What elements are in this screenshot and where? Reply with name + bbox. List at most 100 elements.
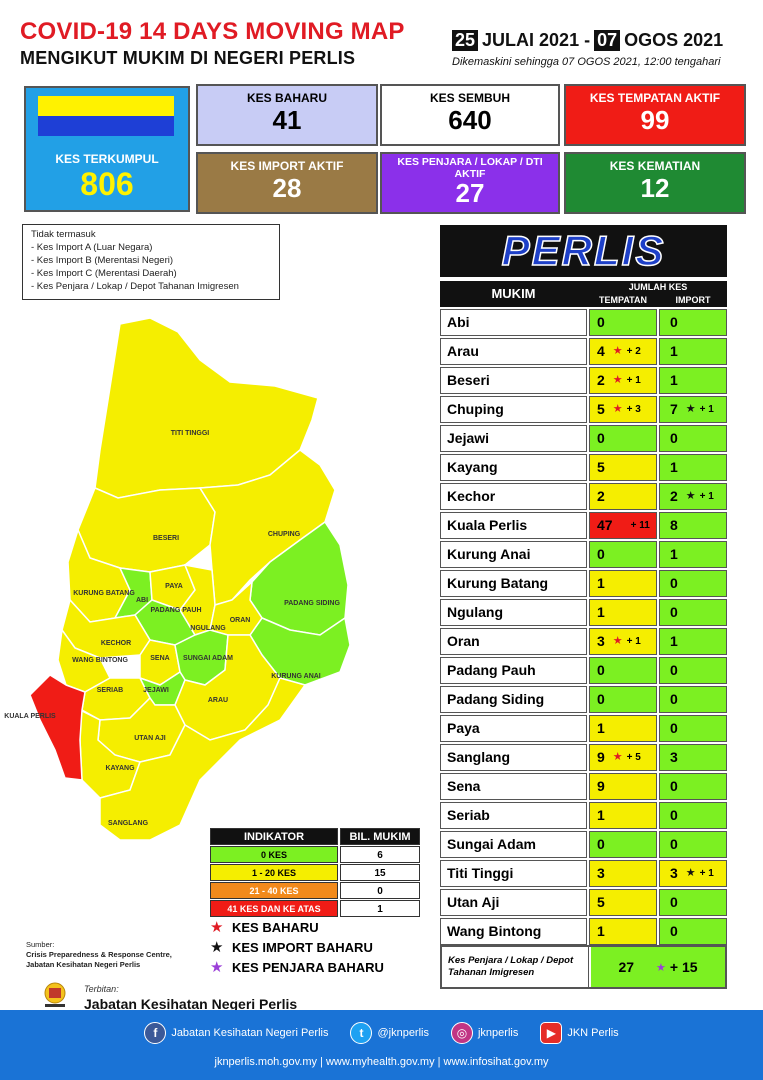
tempatan-add: + 3 [626,404,641,415]
indicator-label: 1 - 20 KES [210,864,338,881]
moh-crest-icon [44,982,66,1007]
import-value: 0 [670,894,678,910]
instagram-icon: ◎ [450,1022,473,1044]
tempatan-cell: 3 [589,860,657,887]
import-cell: 1 [659,454,727,481]
date-range: 25 JULAI 2021 - 07 OGOS 2021 [452,30,723,51]
mukim-name: Titi Tinggi [440,860,587,887]
website-links[interactable]: jknperlis.moh.gov.my | www.myhealth.gov.… [214,1056,549,1068]
tempatan-value: 0 [597,430,605,446]
tempatan-cell: 5 ★ + 3 [589,396,657,423]
tempatan-cell: 0 [589,657,657,684]
table-row: Oran 3 ★ + 1 1 [440,628,727,655]
import-cell: 0 [659,570,727,597]
import-cell: 0 [659,657,727,684]
red-star-icon: ★ [612,635,623,647]
import-cell: 0 [659,686,727,713]
card-kematian-value: 12 [640,173,670,203]
mukim-name: Utan Aji [440,889,587,916]
map-label-paya: PAYA [165,583,183,590]
import-cell: 2 ★ + 1 [659,483,727,510]
source-note: Sumber: Crisis Preparedness & Response C… [26,940,172,970]
map-label-abi: ABI [136,597,148,604]
import-cell: 1 [659,338,727,365]
tempatan-cell: 2 [589,483,657,510]
indicator-header: INDIKATOR BIL. MUKIM [210,828,420,845]
import-add: + 1 [699,491,714,502]
mukim-name: Kuala Perlis [440,512,587,539]
flag-yellow-stripe [38,96,174,116]
map-region-beseri [77,487,216,573]
tempatan-add: + 2 [626,346,641,357]
note-item: - Kes Import B (Merentasi Negeri) [31,255,174,266]
twitter-link[interactable]: t @jknperlis [350,1022,429,1044]
legend-item: ★ KES BAHARU [210,919,319,936]
card-baharu-value: 41 [272,105,302,135]
instagram-link[interactable]: ◎ jknperlis [450,1022,518,1044]
tempatan-cell: 1 [589,918,657,945]
tempatan-cell: 1 [589,570,657,597]
import-cell: 0 [659,889,727,916]
mukim-name: Ngulang [440,599,587,626]
tempatan-cell: 9 [589,773,657,800]
tempatan-value: 4 [597,343,605,359]
note-title: Tidak termasuk [31,229,96,240]
map-label-oran: ORAN [230,617,251,624]
table-row: Kurung Batang 1 0 [440,570,727,597]
tempatan-cell: 0 [589,309,657,336]
table-header: MUKIM JUMLAH KES TEMPATAN IMPORT [440,281,727,307]
indicator-row: 0 KES 6 [210,846,420,863]
map-title: COVID-19 14 DAYS MOVING MAP [20,18,405,45]
map-label-sanglang: SANGLANG [108,820,149,827]
table-row: Padang Pauh 0 0 [440,657,727,684]
tempatan-cell: 0 [589,425,657,452]
import-value: 1 [670,459,678,475]
tempatan-cell: 3 ★ + 1 [589,628,657,655]
indicator-row: 21 - 40 KES 0 [210,882,420,899]
card-penjara-aktif-value: 27 [455,178,485,208]
card-terkumpul-label: KES TERKUMPUL [55,152,159,166]
red-star-icon: ★ [612,374,623,386]
import-value: 0 [670,430,678,446]
import-value: 0 [670,604,678,620]
map-label-titi-tinggi: TITI TINGGI [171,430,210,437]
tempatan-cell: 9 ★ + 5 [589,744,657,771]
card-tempatan-aktif-value: 99 [640,105,670,135]
tempatan-value: 0 [597,314,605,330]
indicator-count: 15 [340,864,420,881]
penjara-value: 27 [618,959,635,975]
card-penjara-aktif-label: KES PENJARA / LOKAP / DTI AKTIF [397,156,543,180]
map-label-jejawi: JEJAWI [143,687,169,694]
penjara-add: + 15 [669,959,698,975]
tempatan-cell: 4 ★ + 2 [589,338,657,365]
import-cell: 8 [659,512,727,539]
map-label-beseri: BESERI [153,535,179,542]
date-start-rest: JULAI 2021 - [482,30,591,50]
map-label-arau: ARAU [208,697,228,704]
tempatan-add: + 1 [626,375,641,386]
tempatan-value: 47 [597,517,613,533]
tempatan-value: 0 [597,546,605,562]
mukim-name: Kayang [440,454,587,481]
import-add: + 1 [699,868,714,879]
facebook-link[interactable]: f Jabatan Kesihatan Negeri Perlis [144,1022,328,1044]
map-label-sena: SENA [150,655,169,662]
import-cell: 0 [659,918,727,945]
penjara-label: Kes Penjara / Lokap / Depot Tahanan Imig… [442,947,589,987]
youtube-link[interactable]: ▶ JKN Perlis [540,1022,619,1044]
map-region-sanglang [99,677,307,840]
tempatan-cell: 1 [589,802,657,829]
table-row: Abi 0 0 [440,309,727,336]
legend: ★ KES BAHARU ★ KES IMPORT BAHARU ★ KES PENJ… [210,918,384,978]
purple-star-icon: ★ [210,959,224,976]
note-item: - Kes Import A (Luar Negara) [31,242,153,253]
import-cell: 0 [659,599,727,626]
map-label-utan-aji: UTAN AJI [134,735,166,742]
map-label-kechor: KECHOR [101,640,131,647]
import-value: 2 [670,488,678,504]
map-label-kuala-perlis: KUALA PERLIS [4,713,56,720]
tempatan-cell: 5 [589,889,657,916]
tempatan-value: 5 [597,459,605,475]
col-jumlah: JUMLAH KES [628,282,688,292]
import-value: 1 [670,343,678,359]
